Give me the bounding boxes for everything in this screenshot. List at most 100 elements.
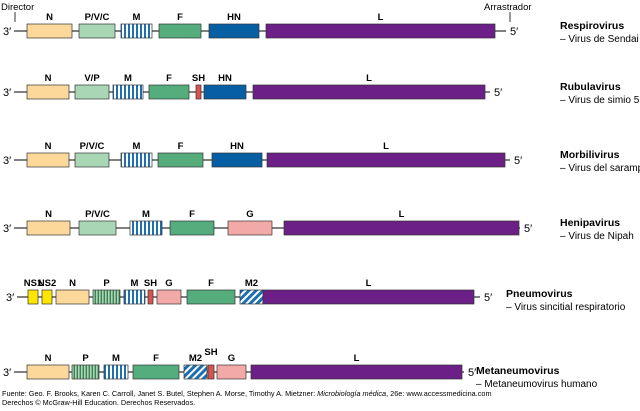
gene-box <box>203 84 247 100</box>
gene-box <box>78 220 117 236</box>
gene-sh: SH <box>204 347 218 380</box>
gene-label: NS2 <box>38 278 56 289</box>
gene-label: F <box>166 73 172 84</box>
end-3-label: 3′ <box>3 26 11 38</box>
gene-label: HN <box>230 141 244 152</box>
director-label: Director <box>1 2 34 13</box>
gene-p: P <box>71 353 100 380</box>
gene-label: F <box>177 12 183 23</box>
gene-f: F <box>148 73 190 100</box>
end-3-label: 3′ <box>6 292 14 304</box>
end-3-label: 3′ <box>3 155 11 167</box>
gene-g: G <box>216 353 247 380</box>
gene-n: N <box>26 73 70 100</box>
gene-label: N <box>45 209 52 220</box>
gene-box <box>207 364 215 380</box>
gene-label: G <box>246 209 253 220</box>
gene-box <box>169 220 215 236</box>
gene-label: SH <box>204 347 217 358</box>
gene-box <box>26 23 73 39</box>
gene-hn: HN <box>208 12 260 39</box>
genus-caption: Rubulavirus – Virus de simio 5 <box>560 81 640 106</box>
gene-box <box>227 220 273 236</box>
gene-label: HN <box>218 73 232 84</box>
end-5-label: 5′ <box>510 26 518 38</box>
gene-f: F <box>169 209 215 236</box>
gene-m: M <box>129 209 163 236</box>
gene-box <box>92 289 121 305</box>
gene-box <box>239 289 264 305</box>
gene-l: L <box>266 141 506 168</box>
gene-label: F <box>178 141 184 152</box>
gene-label: SH <box>192 73 205 84</box>
gene-box <box>262 289 475 305</box>
gene-label: L <box>366 73 372 84</box>
gene-label: M <box>124 73 132 84</box>
gene-label: N <box>45 73 52 84</box>
source-citation: Fuente: Geo. F. Brooks, Karen C. Carroll… <box>2 389 638 398</box>
gene-l: L <box>262 278 475 305</box>
gene-label: P/V/C <box>85 209 110 220</box>
gene-n: N <box>26 12 73 39</box>
gene-box <box>156 289 182 305</box>
gene-m2: M2 <box>183 353 208 380</box>
species-name: – Virus de Nipah <box>560 231 634 242</box>
gene-label: N <box>45 353 52 364</box>
gene-n: N <box>55 278 90 305</box>
gene-label: V/P <box>84 73 100 84</box>
gene-box <box>250 364 463 380</box>
gene-ns2: NS2 <box>38 278 56 305</box>
species-name: – Metaneumovirus humano <box>476 379 598 390</box>
gene-box <box>103 364 129 380</box>
source-suffix: , 26e: www.accessmedicina.com <box>386 389 492 398</box>
genus-name: Respirovirus <box>560 20 624 32</box>
gene-label: N <box>45 141 52 152</box>
gene-box <box>195 84 202 100</box>
gene-label: M2 <box>189 353 202 364</box>
genus-name: Morbilivirus <box>560 149 620 161</box>
gene-box <box>26 220 71 236</box>
gene-box <box>78 23 116 39</box>
gene-box <box>186 289 236 305</box>
genus-name: Pneumovirus <box>506 288 573 300</box>
gene-label: NS1 <box>24 278 43 289</box>
gene-label: P <box>82 353 89 364</box>
species-name: – Virus del sarampión <box>560 163 640 174</box>
gene-m: M <box>112 73 144 100</box>
genome-row-rubulavirus: 3′ 5′ N V/P M F SH HN L Rubulavirus – Virus de sim… <box>3 73 640 106</box>
gene-v-p: V/P <box>74 73 110 100</box>
genome-rows: 3′ 5′ N P/V/C M F HN L Respirovirus – Virus de Se… <box>3 12 640 390</box>
rights-notice: Derechos © McGraw-Hill Education. Derech… <box>2 398 196 407</box>
end-5-label: 5′ <box>468 367 476 379</box>
gene-label: HN <box>227 12 241 23</box>
gene-box <box>208 23 260 39</box>
gene-m2: M2 <box>239 278 264 305</box>
genus-caption: Morbilivirus – Virus del sarampión <box>560 149 640 174</box>
source-footer: Fuente: Geo. F. Brooks, Karen C. Carroll… <box>2 389 638 407</box>
genus-caption: Respirovirus – Virus de Sendai <box>560 20 639 45</box>
gene-box <box>132 364 180 380</box>
gene-box <box>55 289 90 305</box>
gene-f: F <box>157 141 204 168</box>
gene-p-v-c: P/V/C <box>78 12 116 39</box>
genus-name: Rubulavirus <box>560 81 621 93</box>
gene-box <box>71 364 100 380</box>
genome-row-henipavirus: 3′ 5′ N P/V/C M F G L Henipavirus – Virus de Nipa… <box>3 209 634 242</box>
gene-label: P/V/C <box>80 141 105 152</box>
gene-sh: SH <box>192 73 205 100</box>
gene-box <box>148 84 190 100</box>
gene-box <box>120 23 153 39</box>
gene-box <box>183 364 208 380</box>
gene-label: M2 <box>245 278 258 289</box>
gene-box <box>216 364 247 380</box>
gene-box <box>252 84 486 100</box>
gene-f: F <box>186 278 236 305</box>
gene-label: M <box>133 12 141 23</box>
gene-box <box>26 364 70 380</box>
gene-m: M <box>120 141 153 168</box>
gene-l: L <box>265 12 496 39</box>
gene-box <box>74 84 110 100</box>
gene-box <box>158 23 202 39</box>
